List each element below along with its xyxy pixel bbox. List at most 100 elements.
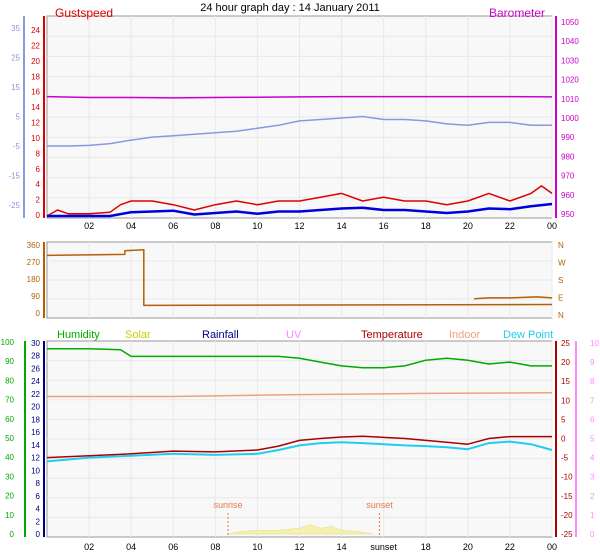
windspeed-line: [47, 202, 553, 218]
rain-tick-label: 30: [31, 339, 40, 348]
rain-tick-label: 12: [31, 454, 40, 463]
page-title: 24 hour graph day : 14 January 2011: [200, 2, 380, 14]
humidity-line: [47, 347, 552, 369]
baro-tick-label: 1040: [561, 37, 579, 46]
legend-item: Solar: [125, 329, 151, 341]
temp-tick-label: 25: [11, 54, 20, 63]
temp-tick-label: 15: [11, 83, 20, 92]
x-tick-label: 06: [168, 221, 178, 231]
compass-label: W: [558, 259, 566, 268]
gust-tick-label: 0: [36, 211, 41, 220]
compass-label: N: [558, 241, 564, 250]
barometer-line: [46, 95, 553, 99]
uv-tick-label: 1: [590, 511, 595, 520]
x-tick-label: 00: [547, 542, 557, 552]
humidity-tick-label: 100: [1, 338, 15, 347]
rain-tick-label: 6: [36, 492, 41, 501]
baro-tick-label: 980: [561, 152, 575, 161]
direction-tick-label: 180: [27, 275, 41, 284]
direction-tick-label: 360: [27, 241, 41, 250]
gust-tick-label: 14: [31, 103, 40, 112]
compass-label: E: [558, 294, 563, 303]
baro-tick-label: 970: [561, 172, 575, 181]
direction-noise-line: [474, 296, 553, 300]
rain-tick-label: 10: [31, 466, 40, 475]
gust-tick-label: 6: [36, 165, 41, 174]
x-tick-label: 16: [379, 221, 389, 231]
baro-tick-label: 1000: [561, 114, 579, 123]
uv-tick-label: 5: [590, 435, 595, 444]
uv-tick-label: 10: [590, 339, 599, 348]
temp-tick-label: -15: [8, 172, 20, 181]
temperature-legend: Humidity Solar Rainfall UV Temperature Indoor…: [57, 329, 553, 341]
uv-tick-label: 9: [590, 358, 595, 367]
temp-tick-label: 35: [11, 24, 20, 33]
gust-tick-label: 4: [36, 180, 41, 189]
humidity-tick-label: 0: [10, 530, 15, 539]
rain-tick-label: 18: [31, 415, 40, 424]
rain-tick-label: 24: [31, 377, 40, 386]
humidity-tick-label: 30: [5, 472, 14, 481]
humidity-tick-label: 20: [5, 492, 14, 501]
legend-item: UV: [286, 329, 302, 341]
x-tick-label: 18: [421, 542, 431, 552]
temp-tick-label-right: 20: [561, 358, 570, 367]
direction-series: [46, 248, 553, 307]
legend-item: Temperature: [361, 329, 423, 341]
temp-tick-label-right: 15: [561, 377, 570, 386]
wind-grid: [47, 16, 553, 218]
gust-tick-label: 24: [31, 26, 40, 35]
uv-tick-label: 2: [590, 492, 595, 501]
gust-tick-label: 20: [31, 57, 40, 66]
temperature-tick-labels: 1009080706050403020100302826242220181614…: [1, 338, 600, 552]
wind-series: [46, 95, 553, 218]
baro-tick-label: 990: [561, 133, 575, 142]
x-tick-label: 20: [463, 221, 473, 231]
x-tick-label: 06: [168, 542, 178, 552]
x-tick-label: 02: [84, 542, 94, 552]
x-tick-label: 18: [421, 221, 431, 231]
x-tick-label: 00: [547, 221, 557, 231]
rain-tick-label: 26: [31, 364, 40, 373]
x-tick-label: 20: [463, 542, 473, 552]
gust-tick-label: 16: [31, 88, 40, 97]
sunrise-label: sunrise: [213, 500, 242, 510]
uv-tick-label: 0: [590, 530, 595, 539]
sun-markers: sunrise sunset: [213, 500, 393, 537]
temp-tick-label-right: 25: [561, 339, 570, 348]
humidity-tick-label: 80: [5, 376, 14, 385]
barometer-label: Barometer: [489, 6, 545, 20]
temperature-panel: Humidity Solar Rainfall UV Temperature Indoor…: [1, 329, 600, 552]
x-tick-label: 14: [337, 221, 347, 231]
x-tick-label: 04: [126, 221, 136, 231]
x-tick-label: 12: [294, 221, 304, 231]
x-tick-label: 14: [337, 542, 347, 552]
temp-tick-label-right: 10: [561, 396, 570, 405]
uv-tick-label: 8: [590, 377, 595, 386]
legend-item: Humidity: [57, 329, 100, 341]
temp-tick-label-right: -10: [561, 473, 573, 482]
humidity-tick-label: 60: [5, 415, 14, 424]
temp-tick-label-right: 5: [561, 415, 566, 424]
rain-tick-label: 14: [31, 441, 40, 450]
baro-tick-label: 950: [561, 210, 575, 219]
dewpoint-line: [46, 440, 553, 463]
rain-tick-label: 2: [36, 517, 41, 526]
temperature-series: [46, 347, 553, 535]
wind-panel: Gustspeed Barometer 3525155-5-15-2524222…: [8, 6, 579, 231]
gust-tick-label: 2: [36, 196, 41, 205]
temperature-grid: [47, 341, 553, 537]
temperature-line: [46, 435, 552, 459]
rain-tick-label: 4: [36, 505, 41, 514]
legend-item: Indoor: [449, 329, 481, 341]
temp-tick-label-right: -25: [561, 530, 573, 539]
direction-grid: [47, 242, 553, 318]
temp-tick-label: -25: [8, 201, 20, 210]
uv-tick-label: 6: [590, 415, 595, 424]
uv-tick-label: 7: [590, 396, 595, 405]
uv-tick-label: 3: [590, 473, 595, 482]
x-tick-label: 02: [84, 221, 94, 231]
